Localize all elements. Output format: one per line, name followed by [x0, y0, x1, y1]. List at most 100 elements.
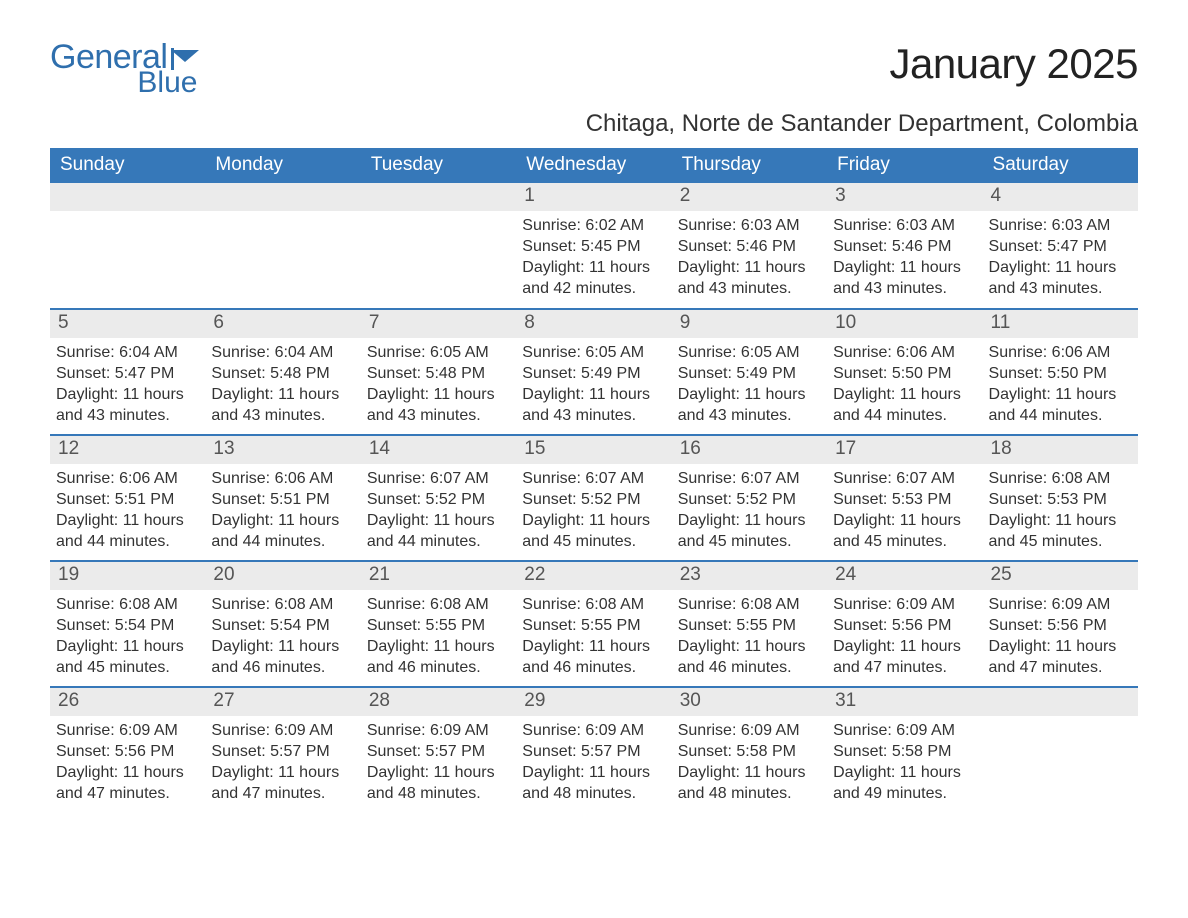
daylight-line: Daylight: 11 hours and 43 minutes. — [833, 257, 974, 299]
calendar-week: 5Sunrise: 6:04 AMSunset: 5:47 PMDaylight… — [50, 309, 1138, 435]
day-body: Sunrise: 6:08 AMSunset: 5:55 PMDaylight:… — [361, 590, 516, 684]
day-number: 1 — [516, 183, 671, 211]
sunrise-line: Sunrise: 6:08 AM — [678, 594, 819, 615]
day-number — [50, 183, 205, 211]
calendar-cell: 26Sunrise: 6:09 AMSunset: 5:56 PMDayligh… — [50, 687, 205, 813]
daylight-line: Daylight: 11 hours and 49 minutes. — [833, 762, 974, 804]
weekday-friday: Friday — [827, 148, 982, 183]
day-number: 19 — [50, 562, 205, 590]
day-body: Sunrise: 6:08 AMSunset: 5:55 PMDaylight:… — [516, 590, 671, 684]
day-body: Sunrise: 6:08 AMSunset: 5:54 PMDaylight:… — [50, 590, 205, 684]
sunset-line: Sunset: 5:48 PM — [367, 363, 508, 384]
daylight-line: Daylight: 11 hours and 45 minutes. — [989, 510, 1130, 552]
day-number: 16 — [672, 436, 827, 464]
sunset-line: Sunset: 5:46 PM — [678, 236, 819, 257]
daylight-line: Daylight: 11 hours and 43 minutes. — [367, 384, 508, 426]
day-number: 29 — [516, 688, 671, 716]
day-body: Sunrise: 6:09 AMSunset: 5:57 PMDaylight:… — [361, 716, 516, 810]
day-number: 21 — [361, 562, 516, 590]
day-number: 11 — [983, 310, 1138, 338]
sunrise-line: Sunrise: 6:09 AM — [989, 594, 1130, 615]
brand-word-2: Blue — [137, 68, 197, 98]
calendar-table: Sunday Monday Tuesday Wednesday Thursday… — [50, 148, 1138, 813]
weekday-sunday: Sunday — [50, 148, 205, 183]
day-number: 28 — [361, 688, 516, 716]
calendar-cell: 15Sunrise: 6:07 AMSunset: 5:52 PMDayligh… — [516, 435, 671, 561]
daylight-line: Daylight: 11 hours and 48 minutes. — [522, 762, 663, 804]
sunrise-line: Sunrise: 6:04 AM — [56, 342, 197, 363]
day-body: Sunrise: 6:06 AMSunset: 5:51 PMDaylight:… — [50, 464, 205, 558]
day-body — [205, 211, 360, 221]
day-number: 18 — [983, 436, 1138, 464]
day-body: Sunrise: 6:08 AMSunset: 5:54 PMDaylight:… — [205, 590, 360, 684]
daylight-line: Daylight: 11 hours and 44 minutes. — [989, 384, 1130, 426]
day-number: 31 — [827, 688, 982, 716]
sunset-line: Sunset: 5:52 PM — [367, 489, 508, 510]
sunset-line: Sunset: 5:54 PM — [56, 615, 197, 636]
day-body: Sunrise: 6:05 AMSunset: 5:49 PMDaylight:… — [516, 338, 671, 432]
day-body: Sunrise: 6:07 AMSunset: 5:52 PMDaylight:… — [672, 464, 827, 558]
weekday-thursday: Thursday — [672, 148, 827, 183]
calendar-week: 19Sunrise: 6:08 AMSunset: 5:54 PMDayligh… — [50, 561, 1138, 687]
calendar-cell: 18Sunrise: 6:08 AMSunset: 5:53 PMDayligh… — [983, 435, 1138, 561]
day-number: 25 — [983, 562, 1138, 590]
sunrise-line: Sunrise: 6:03 AM — [678, 215, 819, 236]
day-number: 3 — [827, 183, 982, 211]
sunset-line: Sunset: 5:53 PM — [833, 489, 974, 510]
daylight-line: Daylight: 11 hours and 43 minutes. — [56, 384, 197, 426]
weekday-tuesday: Tuesday — [361, 148, 516, 183]
weekday-monday: Monday — [205, 148, 360, 183]
calendar-cell: 29Sunrise: 6:09 AMSunset: 5:57 PMDayligh… — [516, 687, 671, 813]
daylight-line: Daylight: 11 hours and 48 minutes. — [678, 762, 819, 804]
calendar-cell: 16Sunrise: 6:07 AMSunset: 5:52 PMDayligh… — [672, 435, 827, 561]
sunset-line: Sunset: 5:50 PM — [833, 363, 974, 384]
calendar-cell: 19Sunrise: 6:08 AMSunset: 5:54 PMDayligh… — [50, 561, 205, 687]
calendar-body: 1Sunrise: 6:02 AMSunset: 5:45 PMDaylight… — [50, 183, 1138, 813]
calendar-cell — [205, 183, 360, 309]
sunset-line: Sunset: 5:55 PM — [522, 615, 663, 636]
sunset-line: Sunset: 5:54 PM — [211, 615, 352, 636]
location: Chitaga, Norte de Santander Department, … — [586, 110, 1138, 138]
daylight-line: Daylight: 11 hours and 43 minutes. — [678, 257, 819, 299]
weekday-header-row: Sunday Monday Tuesday Wednesday Thursday… — [50, 148, 1138, 183]
sunrise-line: Sunrise: 6:06 AM — [989, 342, 1130, 363]
calendar-cell: 9Sunrise: 6:05 AMSunset: 5:49 PMDaylight… — [672, 309, 827, 435]
calendar-cell: 10Sunrise: 6:06 AMSunset: 5:50 PMDayligh… — [827, 309, 982, 435]
sunset-line: Sunset: 5:55 PM — [678, 615, 819, 636]
sunrise-line: Sunrise: 6:08 AM — [989, 468, 1130, 489]
day-body: Sunrise: 6:08 AMSunset: 5:53 PMDaylight:… — [983, 464, 1138, 558]
day-number: 20 — [205, 562, 360, 590]
calendar-cell: 24Sunrise: 6:09 AMSunset: 5:56 PMDayligh… — [827, 561, 982, 687]
sunrise-line: Sunrise: 6:09 AM — [211, 720, 352, 741]
sunrise-line: Sunrise: 6:03 AM — [833, 215, 974, 236]
day-number: 4 — [983, 183, 1138, 211]
daylight-line: Daylight: 11 hours and 43 minutes. — [678, 384, 819, 426]
sunset-line: Sunset: 5:48 PM — [211, 363, 352, 384]
day-number — [205, 183, 360, 211]
day-body: Sunrise: 6:09 AMSunset: 5:56 PMDaylight:… — [983, 590, 1138, 684]
calendar-cell: 3Sunrise: 6:03 AMSunset: 5:46 PMDaylight… — [827, 183, 982, 309]
sunset-line: Sunset: 5:49 PM — [678, 363, 819, 384]
sunset-line: Sunset: 5:47 PM — [989, 236, 1130, 257]
calendar-cell: 11 Sunrise: 6:06 AMSunset: 5:50 PMDayligh… — [983, 309, 1138, 435]
day-body: Sunrise: 6:02 AMSunset: 5:45 PMDaylight:… — [516, 211, 671, 305]
daylight-line: Daylight: 11 hours and 47 minutes. — [989, 636, 1130, 678]
flag-icon — [171, 48, 199, 70]
daylight-line: Daylight: 11 hours and 46 minutes. — [678, 636, 819, 678]
sunset-line: Sunset: 5:51 PM — [56, 489, 197, 510]
calendar-cell: 12Sunrise: 6:06 AMSunset: 5:51 PMDayligh… — [50, 435, 205, 561]
day-body: Sunrise: 6:05 AMSunset: 5:49 PMDaylight:… — [672, 338, 827, 432]
weekday-saturday: Saturday — [983, 148, 1138, 183]
sunset-line: Sunset: 5:55 PM — [367, 615, 508, 636]
sunset-line: Sunset: 5:47 PM — [56, 363, 197, 384]
sunset-line: Sunset: 5:50 PM — [989, 363, 1130, 384]
sunrise-line: Sunrise: 6:09 AM — [678, 720, 819, 741]
daylight-line: Daylight: 11 hours and 43 minutes. — [211, 384, 352, 426]
daylight-line: Daylight: 11 hours and 45 minutes. — [833, 510, 974, 552]
sunset-line: Sunset: 5:52 PM — [522, 489, 663, 510]
day-body: Sunrise: 6:04 AMSunset: 5:47 PMDaylight:… — [50, 338, 205, 432]
day-body — [361, 211, 516, 221]
day-number: 23 — [672, 562, 827, 590]
day-body: Sunrise: 6:09 AMSunset: 5:58 PMDaylight:… — [827, 716, 982, 810]
calendar-cell: 7Sunrise: 6:05 AMSunset: 5:48 PMDaylight… — [361, 309, 516, 435]
